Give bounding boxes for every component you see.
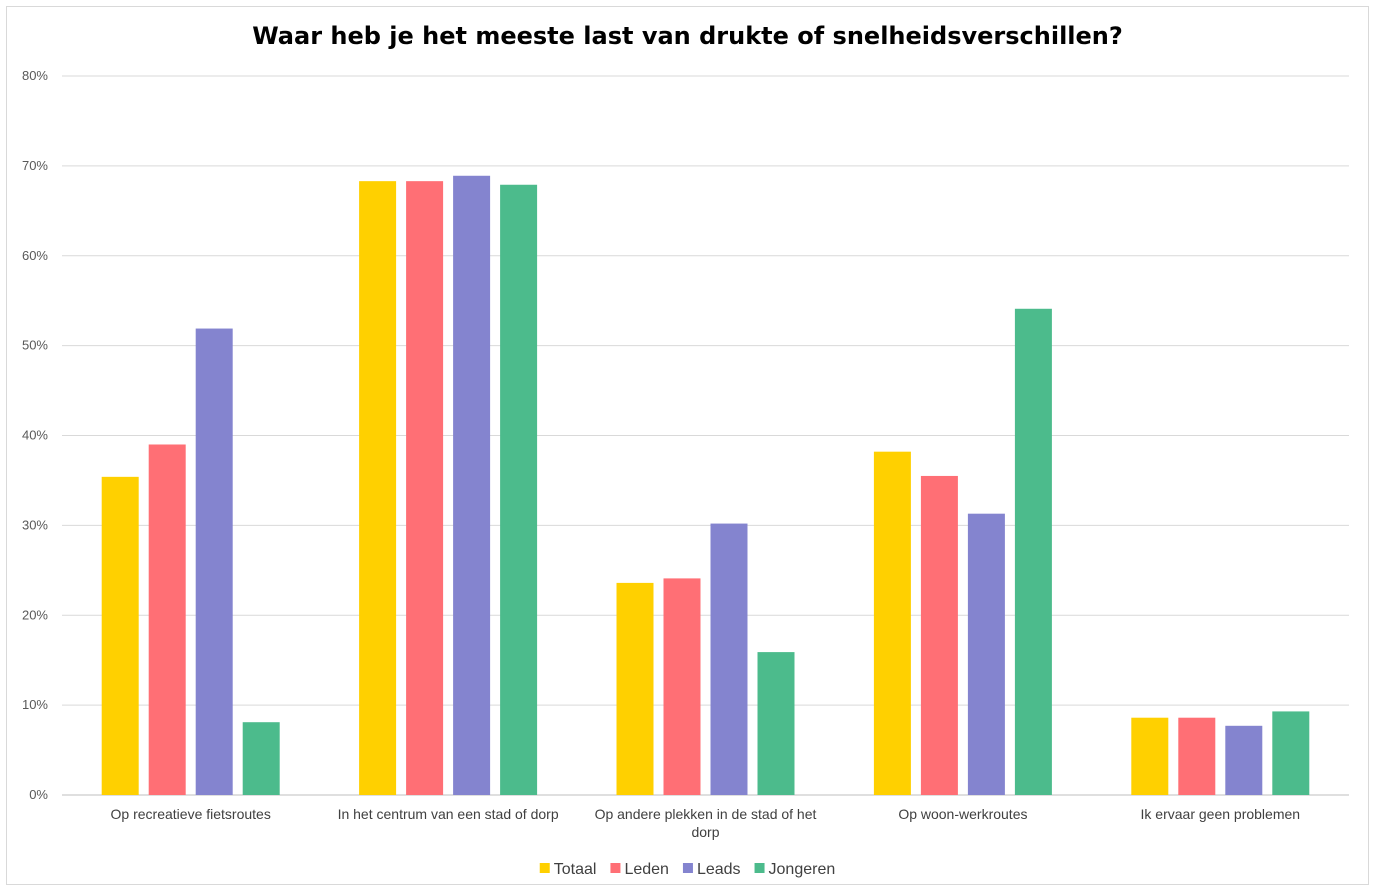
bar-jongeren (757, 652, 795, 795)
y-axis-ticks: 0% 10% 20% 30% 40% 50% 60% 70% 80% (22, 68, 48, 802)
legend-label: Leden (624, 861, 669, 878)
legend-swatch (539, 863, 550, 873)
bar-leden (663, 578, 701, 795)
category-label: Ik ervaar geen problemen (1141, 806, 1301, 822)
bar-leads (1225, 725, 1263, 795)
category-label: Op recreatieve fietsroutes (111, 806, 271, 822)
bar-leads (195, 328, 233, 795)
legend-item-jongeren: Jongeren (754, 861, 836, 878)
bar-leads (453, 175, 491, 796)
x-axis-categories: Op recreatieve fietsroutes In het centrum… (111, 806, 1301, 840)
bar-totaal (1131, 717, 1169, 795)
bar-leads (967, 513, 1005, 795)
bar-totaal (101, 476, 139, 795)
legend-item-totaal: Totaal (539, 861, 597, 878)
bar-leden (406, 181, 444, 795)
bar-leden (148, 444, 186, 795)
category-label: In het centrum van een stad of dorp (338, 806, 559, 822)
y-tick-label: 30% (22, 517, 48, 532)
legend-swatch (682, 863, 693, 873)
legend: Totaal Leden Leads Jongeren (539, 861, 836, 878)
y-tick-label: 40% (22, 428, 48, 443)
legend-item-leads: Leads (682, 861, 741, 878)
legend-item-leden: Leden (610, 861, 669, 878)
y-tick-label: 70% (22, 158, 48, 173)
bar-totaal (616, 582, 654, 795)
category-label: Op woon-werkroutes (898, 806, 1027, 822)
y-tick-label: 80% (22, 68, 48, 83)
chart-title: Waar heb je het meeste last van drukte o… (252, 22, 1123, 50)
y-tick-label: 0% (29, 787, 48, 802)
bar-jongeren (242, 722, 280, 795)
bar-leden (920, 475, 958, 795)
legend-label: Leads (697, 861, 741, 878)
y-tick-label: 10% (22, 697, 48, 712)
bar-leden (1178, 717, 1216, 795)
bar-jongeren (1272, 711, 1310, 795)
bar-leads (710, 523, 748, 795)
bar-jongeren (1014, 308, 1052, 795)
category-label: Op andere plekken in de stad of het dorp (595, 806, 817, 840)
y-tick-label: 20% (22, 607, 48, 622)
y-tick-label: 50% (22, 338, 48, 353)
bar-totaal (359, 181, 397, 795)
gridlines (62, 75, 1349, 796)
y-tick-label: 60% (22, 248, 48, 263)
legend-label: Totaal (554, 861, 597, 878)
legend-label: Jongeren (769, 861, 836, 878)
bar-totaal (873, 451, 911, 795)
legend-swatch (610, 863, 621, 873)
legend-swatch (754, 863, 765, 873)
bars (101, 175, 1310, 796)
bar-jongeren (500, 184, 538, 795)
